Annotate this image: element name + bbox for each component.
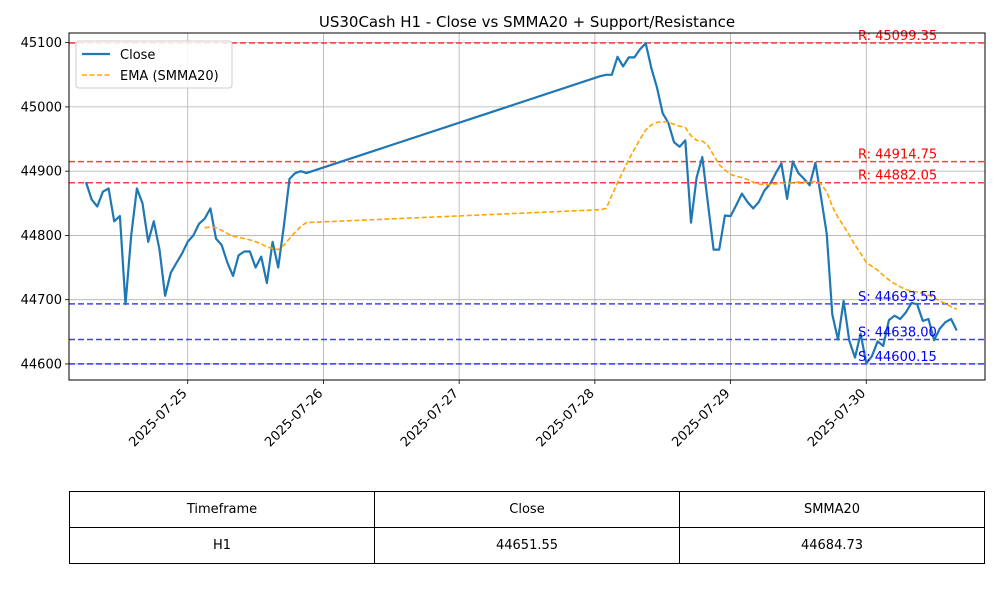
resistance-level-label: R: 45099.35 xyxy=(858,29,937,44)
smma-series-line xyxy=(204,120,958,311)
legend-label-close: Close xyxy=(120,48,155,63)
legend: Close EMA (SMMA20) xyxy=(75,40,233,89)
cell-timeframe: H1 xyxy=(69,527,375,564)
x-tick-label: 2025-07-28 xyxy=(534,386,598,450)
y-tick-label: 44600 xyxy=(21,357,62,372)
header-timeframe: Timeframe xyxy=(69,491,375,528)
support-resistance-levels xyxy=(69,42,985,365)
table-header-row: Timeframe Close SMMA20 xyxy=(69,491,985,528)
y-tick-label: 45000 xyxy=(21,100,62,115)
resistance-level-label: R: 44914.75 xyxy=(858,148,937,163)
y-tick-label: 45100 xyxy=(21,36,62,51)
chart-title: US30Cash H1 - Close vs SMMA20 + Support/… xyxy=(319,13,735,31)
x-tick-label: 2025-07-25 xyxy=(127,386,191,450)
support-level-label: S: 44600.15 xyxy=(858,350,937,365)
cell-close: 44651.55 xyxy=(374,527,680,564)
resistance-level-label: R: 44882.05 xyxy=(858,169,937,184)
x-axis-ticks: 2025-07-25 2025-07-26 2025-07-27 2025-07-28… xyxy=(127,380,869,450)
y-axis-ticks: 44600 44700 44800 44900 45000 45100 xyxy=(21,36,69,372)
legend-box xyxy=(75,40,233,89)
summary-table: Timeframe Close SMMA20 H1 44651.55 44684… xyxy=(69,491,985,564)
support-level-label: S: 44638.00 xyxy=(858,326,937,341)
x-tick-label: 2025-07-29 xyxy=(669,386,733,450)
x-tick-label: 2025-07-27 xyxy=(398,386,462,450)
level-labels: R: 45099.35 R: 44914.75 R: 44882.05 S: 4469… xyxy=(858,29,937,365)
x-tick-label: 2025-07-30 xyxy=(805,386,869,450)
series-lines xyxy=(84,42,958,365)
support-level-label: S: 44693.55 xyxy=(858,290,937,305)
header-smma: SMMA20 xyxy=(679,491,985,528)
table-row: H1 44651.55 44684.73 xyxy=(69,527,985,564)
y-tick-label: 44700 xyxy=(21,293,62,308)
cell-smma: 44684.73 xyxy=(679,527,985,564)
close-series-line xyxy=(84,42,958,365)
chart-svg: US30Cash H1 - Close vs SMMA20 + Support/… xyxy=(21,13,986,450)
x-tick-label: 2025-07-26 xyxy=(262,386,326,450)
header-close: Close xyxy=(374,491,680,528)
plot-frame xyxy=(68,32,986,381)
y-tick-label: 44900 xyxy=(21,165,62,180)
y-tick-label: 44800 xyxy=(21,229,62,244)
legend-label-smma: EMA (SMMA20) xyxy=(120,69,219,84)
